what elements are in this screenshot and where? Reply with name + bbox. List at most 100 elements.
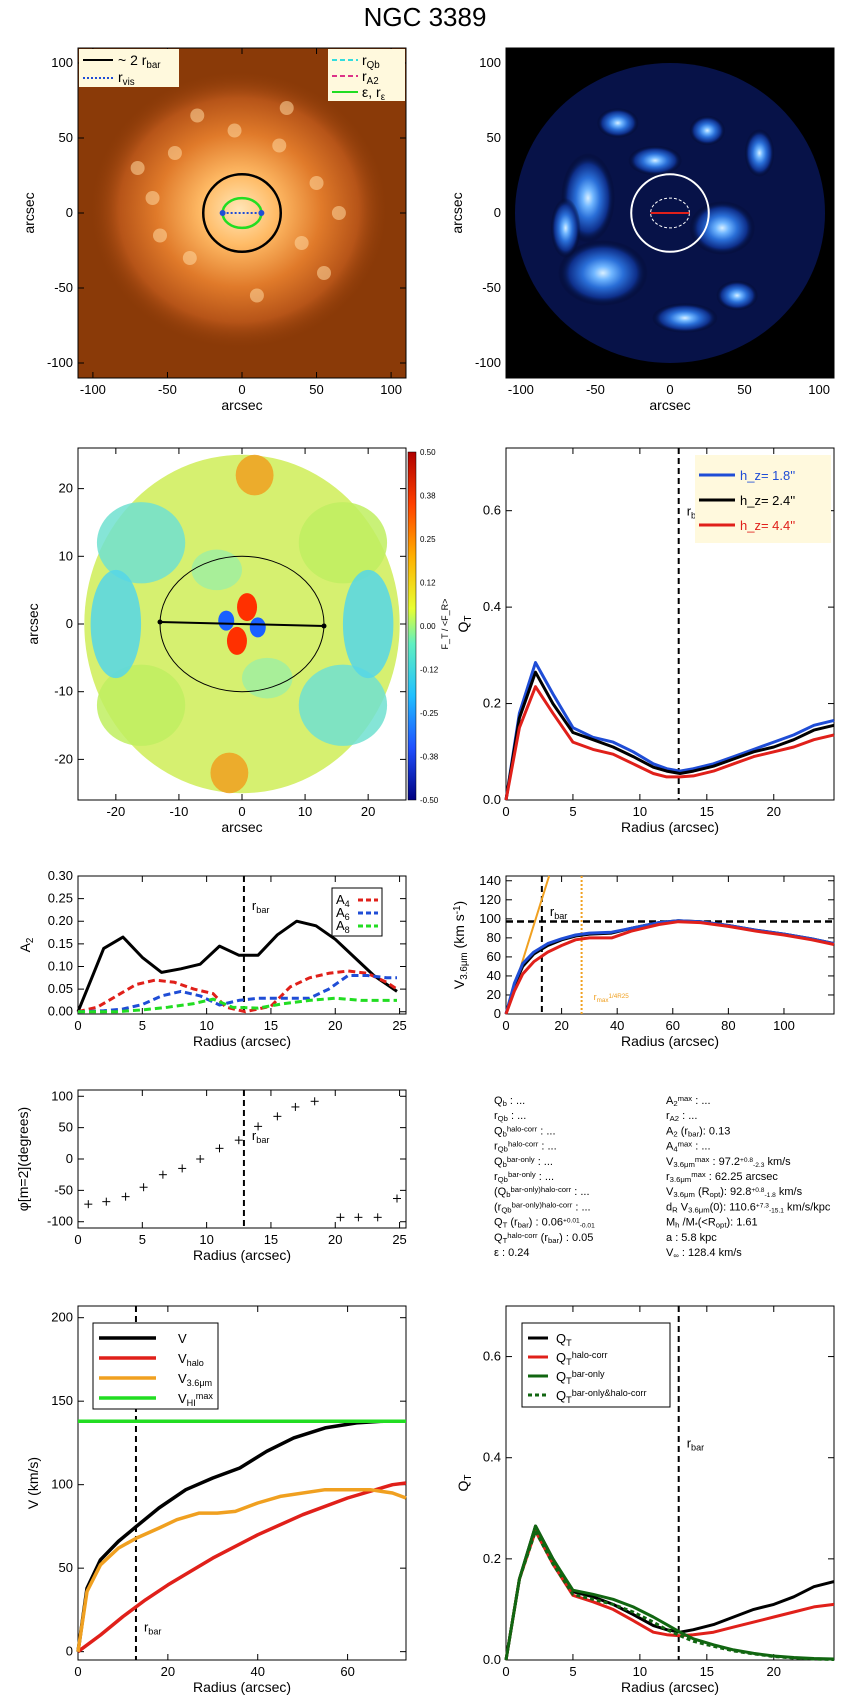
x-tick-label: 5	[569, 804, 576, 819]
residual-blob	[550, 198, 581, 258]
y-tick-label: -100	[47, 1214, 73, 1229]
info-right-line: V3.6μm (Ropt): 92.8+0.8-1.8 km/s	[666, 1186, 803, 1199]
qt-curve	[504, 685, 835, 801]
y-axis-label: A2	[17, 938, 36, 953]
x-tick-label: 100	[380, 382, 402, 397]
phase-point	[178, 1164, 187, 1173]
info-left-line: rQbhalo-corr : ...	[494, 1139, 557, 1154]
x-tick-label: 80	[721, 1018, 735, 1033]
x-tick-label: 15	[264, 1232, 278, 1247]
y-tick-label: 20	[487, 987, 501, 1002]
x-tick-label: 0	[74, 1018, 81, 1033]
x-tick-label: 10	[633, 804, 647, 819]
x-tick-label: 15	[264, 1018, 278, 1033]
x-tick-label: 100	[808, 382, 830, 397]
y-tick-label: 200	[51, 1310, 73, 1325]
y-axis-label: V3.6μm (km s-1)	[451, 901, 470, 989]
residual-blob	[628, 145, 683, 176]
y-tick-label: 120	[479, 892, 501, 907]
x-tick-label: 10	[199, 1232, 213, 1247]
x-tick-label: 40	[250, 1664, 264, 1679]
fourier-curve	[77, 974, 397, 1014]
panel-rotation-curve: 0 20 40 60 80 100 0 20 40 60 80 100 120 140 Radius (ar…	[451, 873, 835, 1049]
phase-point	[215, 1144, 224, 1153]
y-tick-label: -50	[54, 280, 73, 295]
y-tick-label: 0	[66, 205, 73, 220]
qt-curve	[504, 670, 835, 801]
x-tick-label: 0	[502, 1018, 509, 1033]
residual-blob	[651, 303, 718, 333]
hii-knot	[190, 108, 205, 123]
legend-label: A4	[336, 892, 350, 909]
info-left-line: rQbbar-only : ...	[494, 1170, 554, 1185]
x-tick-label: 5	[139, 1232, 146, 1247]
x-tick-label: -50	[158, 382, 177, 397]
torque-patch	[96, 502, 186, 584]
x-tick-label: 20	[328, 1018, 342, 1033]
hii-knot	[279, 101, 294, 115]
velocity-curve	[76, 1481, 407, 1654]
phase-point	[310, 1097, 319, 1106]
figure-title: NGC 3389	[364, 2, 487, 32]
velocity-curve	[76, 1487, 407, 1652]
qt-corrected-curve	[504, 1524, 835, 1661]
x-tick-label: 0	[74, 1664, 81, 1679]
x-tick-label: 25	[392, 1018, 406, 1033]
x-axis-label: Radius (arcsec)	[193, 1033, 291, 1049]
x-tick-label: 0	[502, 804, 509, 819]
x-tick-label: 20	[554, 1018, 568, 1033]
info-left-line: (Qbbar-only)halo-corr : ...	[494, 1185, 590, 1200]
y-tick-label: 50	[59, 1560, 73, 1575]
legend-label: rA2	[362, 68, 379, 87]
x-tick-label: 50	[737, 382, 751, 397]
legend-label: V	[178, 1331, 187, 1346]
panel-torque-map: -20 -10 0 10 20 -20 -10 0 10 20 arcsec arcsec 0.50 0.…	[25, 447, 450, 835]
galaxy-disk	[89, 70, 390, 350]
qt-curve	[504, 661, 835, 801]
rbar-label: rbar	[252, 1128, 270, 1145]
y-tick-label: 0.4	[483, 599, 501, 614]
x-tick-label: 10	[199, 1018, 213, 1033]
x-tick-label: 20	[361, 804, 375, 819]
torque-patch	[210, 752, 249, 794]
colorbar-tick-label: 0.38	[420, 492, 436, 501]
y-tick-label: 10	[59, 548, 73, 563]
info-right-line: V∞ : 128.4 km/s	[666, 1247, 742, 1260]
y-tick-label: 0.30	[48, 868, 73, 883]
legend-label: VHImax	[178, 1391, 213, 1408]
x-axis-label: Radius (arcsec)	[621, 1033, 719, 1049]
info-right-line: r3.6μmmax : 62.25 arcsec	[666, 1170, 778, 1185]
x-axis-label: Radius (arcsec)	[193, 1679, 291, 1695]
y-tick-label: 0.0	[483, 792, 501, 807]
torque-patch	[235, 454, 274, 496]
y-axis-label: V (km/s)	[25, 1457, 41, 1509]
x-tick-label: 0	[74, 1232, 81, 1247]
info-right-line: A4max : ...	[666, 1139, 711, 1154]
x-tick-label: 0	[502, 1664, 509, 1679]
bar-end-marker	[258, 210, 265, 216]
legend-label: rvis	[118, 69, 135, 88]
residual-blob	[689, 201, 756, 255]
torque-patch	[96, 664, 186, 746]
x-tick-label: 0	[238, 382, 245, 397]
plot-frame	[505, 447, 835, 801]
y-tick-label: 50	[59, 130, 73, 145]
x-axis-label: arcsec	[221, 819, 262, 835]
legend-label: h_z= 2.4''	[740, 493, 795, 508]
phase-point	[354, 1213, 363, 1222]
info-right-line: rA2 : ...	[666, 1110, 697, 1123]
qt-corrected-curve	[504, 1524, 835, 1661]
y-tick-label: 0	[494, 1006, 501, 1021]
y-tick-label: 20	[59, 481, 73, 496]
phase-point	[273, 1112, 282, 1121]
rbar-label: rbar	[550, 904, 568, 921]
colorbar-tick-label: -0.38	[420, 753, 439, 762]
colorbar-tick-label: 0.25	[420, 535, 436, 544]
legend-label: A8	[336, 918, 350, 935]
panel-mass-model: 0 20 40 60 0 50 100 150 200 Radius (arcsec) V (km/…	[25, 1305, 407, 1695]
y-tick-label: 0	[66, 1151, 73, 1166]
phase-point	[196, 1155, 205, 1163]
legend-label: ~ 2 rbar	[118, 52, 161, 71]
